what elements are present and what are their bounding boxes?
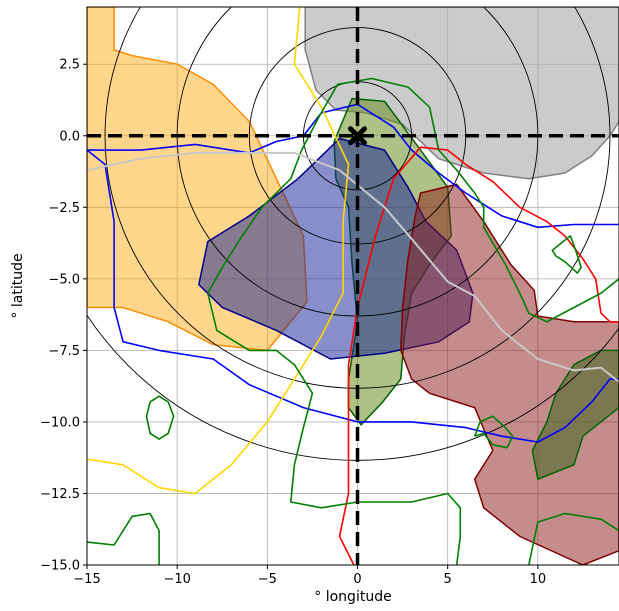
y-tick-label-7: −15.0	[40, 559, 80, 574]
x-tick-label-1: −10	[163, 572, 190, 587]
contour-line-4	[207, 77, 619, 323]
y-tick-label-0: 2.5	[59, 58, 80, 73]
x-tick-label-0: −15	[73, 572, 100, 587]
contour-line-3	[338, 146, 619, 565]
x-axis-label: ° longitude	[314, 589, 391, 605]
y-tick-label-2: −2.5	[48, 201, 80, 216]
contour-line-1	[87, 103, 619, 229]
y-tick-label-5: −10.0	[40, 415, 80, 430]
line-contours	[87, 7, 619, 565]
reference-lines	[87, 7, 619, 565]
y-axis-ticks: 2.5 0.0 −2.5 −5.0 −7.5 −10.0 −12.5 −15.0	[40, 58, 87, 574]
filled-region-4	[400, 183, 619, 565]
origin-x-marker	[348, 126, 368, 146]
x-tick-label-5: 10	[530, 572, 547, 587]
contour-line-5	[207, 293, 462, 565]
y-tick-label-6: −12.5	[40, 487, 80, 502]
y-axis-label: ° latitude	[10, 253, 26, 318]
y-tick-label-1: 0.0	[59, 129, 80, 144]
filled-regions	[87, 7, 619, 565]
origin-marker	[348, 126, 368, 146]
plot-area	[87, 7, 619, 565]
contour-line-0	[87, 149, 619, 443]
contour-line-10	[473, 415, 514, 449]
contour-line-2	[87, 7, 350, 495]
filled-region-5	[531, 349, 619, 481]
x-tick-label-3: 0	[353, 572, 361, 587]
x-tick-label-4: 5	[444, 572, 452, 587]
x-tick-label-2: −5	[258, 572, 277, 587]
contour-line-9	[528, 512, 619, 565]
contour-line-7	[87, 512, 160, 565]
contour-line-6	[145, 395, 175, 440]
x-axis-ticks: −15 −10 −5 0 5 10	[73, 565, 546, 587]
contour-line-11	[87, 151, 619, 383]
contour-line-8	[551, 235, 582, 274]
y-tick-label-3: −5.0	[48, 272, 80, 287]
y-tick-label-4: −7.5	[48, 344, 80, 359]
plot-frame	[86, 6, 619, 566]
